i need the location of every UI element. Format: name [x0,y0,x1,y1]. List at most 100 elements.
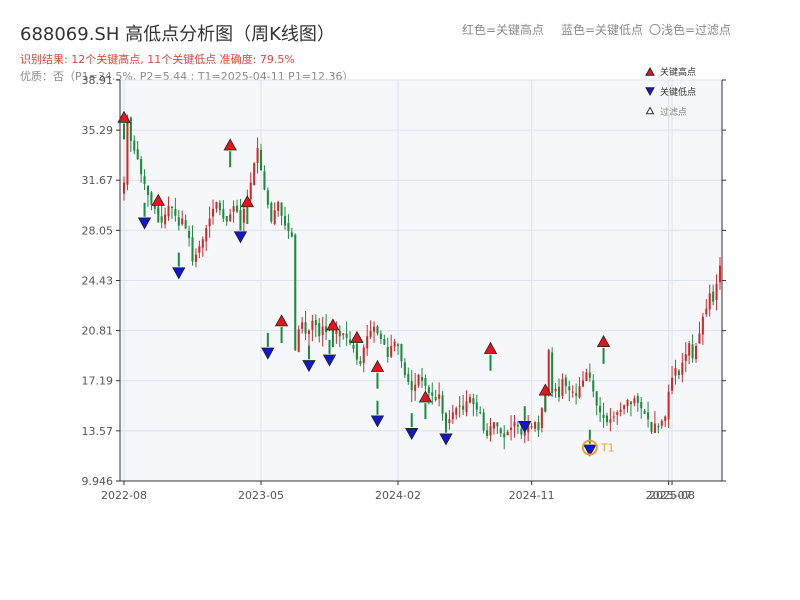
candle-body [205,228,208,242]
candle-body [177,217,180,226]
candle-body [256,147,259,164]
header-legend-light: 〇浅色=过滤点 [649,23,732,37]
filtered-triangle-icon [645,106,655,115]
y-tick-label: 38.91 [82,74,114,87]
key-high-marker [350,330,364,343]
key-low-marker [370,415,385,428]
key-point-markers: T1 [117,110,615,457]
candle-body [369,330,372,337]
key-low-marker [261,347,275,360]
key-high-marker [151,193,165,206]
candle-body [712,291,715,302]
candle-body [150,192,153,205]
key-high-marker [538,383,552,396]
candle-body [438,394,441,399]
candle-body [647,412,650,420]
candle-body [236,205,239,212]
candle-body [427,387,430,394]
candle-body [307,330,310,334]
key-high-marker [223,138,237,151]
candle-body [561,379,564,396]
candle-body [383,338,386,345]
candle-body [516,424,519,427]
candle-body [489,426,492,436]
key-high-marker [483,341,498,354]
candle-body [321,326,324,336]
candle-body [266,190,269,205]
candle-body [362,347,365,364]
candle-body [417,375,420,386]
y-tick-label: 9.946 [82,475,114,488]
x-tick-label: 2024-11 [509,489,555,502]
candle-body [191,237,194,262]
key-low-marker [405,427,419,441]
candle-body [623,405,626,409]
candle-body [547,350,550,393]
header-legend-blue: 蓝色=关键低点 [561,23,644,37]
candle-body [581,380,585,387]
candle-body [684,354,687,362]
candle-body [290,232,293,237]
candle-body [379,333,382,340]
candle-body [674,368,677,376]
candle-body [534,422,537,429]
candle-body [345,333,348,338]
candle-body [472,398,475,405]
candle-body [325,326,328,333]
y-tick-label: 28.05 [82,224,114,237]
candle-body [657,426,660,428]
candle-body [208,218,211,227]
candle-body [530,426,533,428]
candle-body [335,330,338,335]
candle-body [160,216,163,223]
candle-body [715,283,718,300]
key-high-marker [418,390,433,403]
candle-body [338,330,341,337]
candle-body [681,362,684,376]
candle-body [283,216,287,226]
candle-body [578,386,581,398]
candle-body [499,428,502,434]
candle-body [126,117,129,185]
candle-body [506,431,509,436]
candle-body [314,320,317,326]
candle-body [636,396,639,403]
candle-body [386,347,389,358]
candle-body [667,391,670,420]
candle-body [352,344,355,349]
y-tick-label: 13.57 [82,425,114,438]
legend-low-label: 关键低点 [660,86,696,98]
candle-body [434,397,437,400]
candle-body [626,399,629,407]
candle-body [609,419,612,423]
candle-body [718,265,722,283]
candle-body [592,380,595,392]
candle-body [225,216,228,222]
candle-body [232,206,235,212]
candle-body [588,372,591,378]
candle-body [479,412,482,414]
candle-body [304,322,307,334]
candle-body [242,208,245,223]
candle-body [527,423,530,433]
candle-body [441,395,444,414]
key-low-marker [233,231,248,244]
candle-body [146,185,150,196]
candle-body [420,377,424,381]
candle-body [671,377,674,391]
key-low-marker [302,360,316,373]
high-triangle-icon [645,66,655,76]
key-high-marker [240,195,254,208]
candle-body [640,401,643,409]
chart-legend: 关键高点 关键低点 过滤点 [645,66,696,118]
candle-body [359,360,362,364]
candle-body [571,391,574,393]
candle-body [513,422,516,427]
low-triangle-icon [645,87,655,97]
candle-body [188,230,191,238]
candle-body [373,326,376,332]
y-tick-label: 31.67 [82,174,114,187]
candle-body [140,159,143,175]
key-low-marker [583,444,597,457]
candle-body [599,405,602,413]
